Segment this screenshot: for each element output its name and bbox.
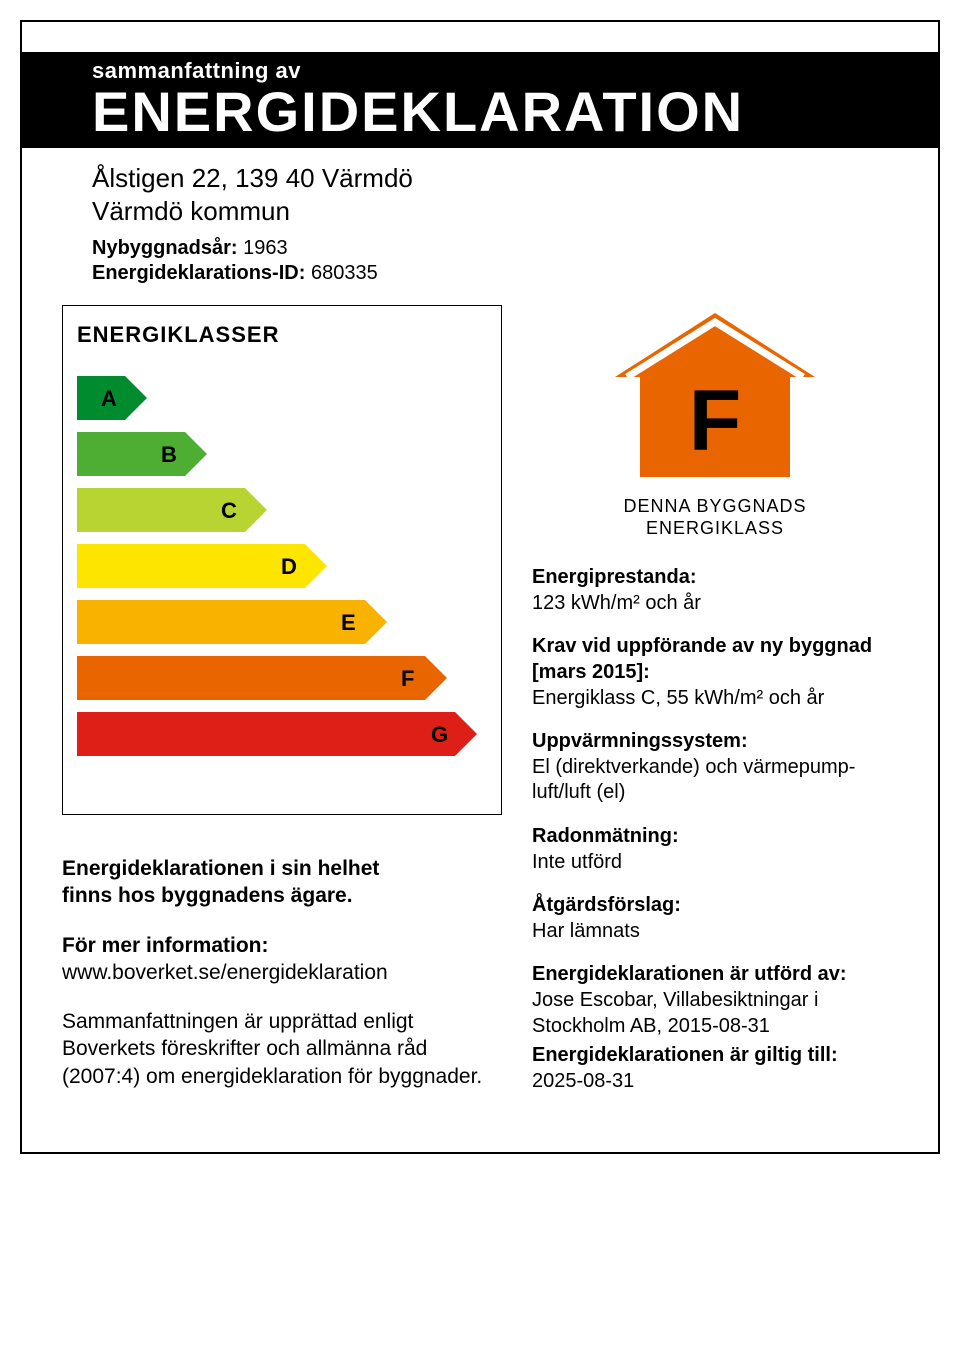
meta-id: Energideklarations-ID: 680335 [92, 262, 938, 285]
arrow-head [455, 712, 477, 756]
address-block: Ålstigen 22, 139 40 Värmdö Värmdö kommun… [22, 148, 938, 285]
energy-class-row-g: G [77, 712, 487, 760]
info-label: Uppvärmningssystem: [532, 729, 898, 755]
left-info-text: Energideklarationen i sin helhet finns h… [62, 855, 502, 1090]
arrow-body [77, 488, 245, 532]
meta-id-value: 680335 [311, 262, 378, 284]
address-line-1: Ålstigen 22, 139 40 Värmdö [92, 162, 938, 195]
more-info-url: www.boverket.se/energideklaration [62, 961, 388, 984]
arrow-head [425, 656, 447, 700]
info-block-5: Energideklarationen är utförd av:Jose Es… [532, 962, 898, 1039]
info-label: Energiprestanda: [532, 565, 898, 591]
energy-classes-title: ENERGIKLASSER [77, 322, 487, 348]
energy-class-row-c: C [77, 488, 487, 536]
energy-class-label-c: C [221, 498, 237, 524]
house-caption: DENNA BYGGNADS ENERGIKLASS [532, 496, 898, 539]
house-caption-1: DENNA BYGGNADS [623, 496, 806, 516]
owner-text-1: Energideklarationen i sin helhet [62, 857, 379, 880]
house-icon-wrap: F [532, 305, 898, 490]
info-blocks: Energiprestanda:123 kWh/m² och år Krav vi… [532, 565, 898, 1094]
arrow-body [77, 544, 305, 588]
arrow-head [365, 600, 387, 644]
meta-year-value: 1963 [243, 237, 288, 259]
info-label: Energideklarationen är utförd av: [532, 962, 898, 988]
meta-year: Nybyggnadsår: 1963 [92, 237, 938, 260]
left-column: ENERGIKLASSER A B C D E F G Energideklaratione… [62, 305, 502, 1112]
header-bar: sammanfattning av ENERGIDEKLARATION [22, 52, 938, 148]
house-caption-2: ENERGIKLASS [646, 518, 784, 538]
energy-class-arrow-f [77, 656, 447, 700]
arrow-body [77, 600, 365, 644]
energy-class-bars: A B C D E F G [77, 376, 487, 760]
energy-class-row-f: F [77, 656, 487, 704]
info-value: El (direktverkande) och värmepump-luft/l… [532, 755, 898, 806]
energy-class-row-e: E [77, 600, 487, 648]
info-label: Energideklarationen är giltig till: [532, 1043, 898, 1069]
arrow-body [77, 656, 425, 700]
right-column: F DENNA BYGGNADS ENERGIKLASS Energiprest… [532, 305, 898, 1112]
info-block-4: Åtgärdsförslag:Har lämnats [532, 893, 898, 944]
footer-line-1: Sammanfattningen är upprättad enligt [62, 1010, 413, 1033]
info-block-0: Energiprestanda:123 kWh/m² och år [532, 565, 898, 616]
info-block-1: Krav vid uppförande av ny byggnad [mars … [532, 634, 898, 711]
info-block-2: Uppvärmningssystem:El (direktverkande) o… [532, 729, 898, 806]
meta-id-label: Energideklarations-ID: [92, 262, 305, 284]
house-letter: F [689, 373, 742, 469]
energy-class-label-g: G [431, 722, 448, 748]
energy-declaration-page: sammanfattning av ENERGIDEKLARATION Ålst… [20, 20, 940, 1154]
energy-class-row-d: D [77, 544, 487, 592]
info-block-3: Radonmätning:Inte utförd [532, 824, 898, 875]
header-title: ENERGIDEKLARATION [22, 84, 938, 140]
info-value: Energiklass C, 55 kWh/m² och år [532, 686, 898, 712]
info-label: Krav vid uppförande av ny byggnad [mars … [532, 634, 898, 685]
energy-class-arrow-g [77, 712, 477, 756]
energy-class-label-b: B [161, 442, 177, 468]
address-line-2: Värmdö kommun [92, 195, 938, 228]
energy-classes-chart: ENERGIKLASSER A B C D E F G [62, 305, 502, 815]
info-label: Radonmätning: [532, 824, 898, 850]
energy-class-label-f: F [401, 666, 414, 692]
energy-class-arrow-c [77, 488, 267, 532]
meta-year-label: Nybyggnadsår: [92, 237, 238, 259]
footer-line-3: (2007:4) om energideklaration för byggna… [62, 1065, 482, 1088]
energy-class-label-a: A [101, 386, 117, 412]
info-block-6: Energideklarationen är giltig till:2025-… [532, 1043, 898, 1094]
arrow-head [245, 488, 267, 532]
more-info-label: För mer information: [62, 934, 269, 957]
house-icon: F [605, 305, 825, 485]
arrow-body [77, 712, 455, 756]
energy-class-label-e: E [341, 610, 356, 636]
info-value: 123 kWh/m² och år [532, 591, 898, 617]
owner-text-2: finns hos byggnadens ägare. [62, 884, 353, 907]
energy-class-row-a: A [77, 376, 487, 424]
info-label: Åtgärdsförslag: [532, 893, 898, 919]
energy-class-arrow-b [77, 432, 207, 476]
info-value: Jose Escobar, Villabesiktningar i Stockh… [532, 988, 898, 1039]
arrow-head [305, 544, 327, 588]
arrow-head [185, 432, 207, 476]
info-value: Har lämnats [532, 919, 898, 945]
info-value: Inte utförd [532, 850, 898, 876]
energy-class-row-b: B [77, 432, 487, 480]
footer-line-2: Boverkets föreskrifter och allmänna råd [62, 1037, 427, 1060]
info-value: 2025-08-31 [532, 1069, 898, 1095]
energy-class-label-d: D [281, 554, 297, 580]
arrow-head [125, 376, 147, 420]
